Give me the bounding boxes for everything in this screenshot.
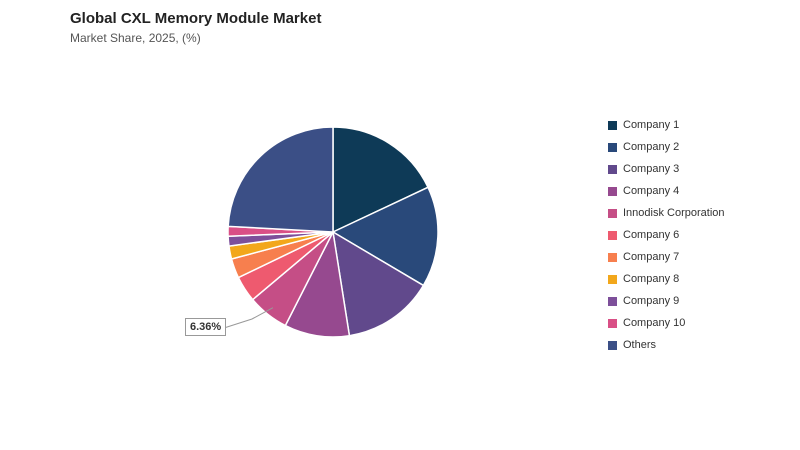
legend-item-3[interactable]: Company 4 (608, 180, 725, 202)
legend-item-0[interactable]: Company 1 (608, 114, 725, 136)
legend-item-4[interactable]: Innodisk Corporation (608, 202, 725, 224)
legend-label-1: Company 2 (623, 141, 680, 153)
legend-item-6[interactable]: Company 7 (608, 246, 725, 268)
data-label-leader-0 (223, 307, 274, 329)
legend-swatch-5 (608, 230, 617, 240)
legend-swatch-2 (608, 164, 617, 174)
data-label-innodisk: 6.36% (185, 318, 227, 336)
legend-label-8: Company 9 (623, 295, 680, 307)
legend-label-10: Others (623, 339, 657, 351)
legend-swatch-8 (608, 296, 617, 306)
legend-label-0: Company 1 (623, 119, 680, 131)
legend-item-8[interactable]: Company 9 (608, 290, 725, 312)
legend-item-10[interactable]: Others (608, 334, 725, 356)
pie-slice-0[interactable] (332, 126, 430, 234)
legend-swatch-10 (608, 340, 617, 350)
legend-swatch-7 (608, 274, 617, 284)
legend-swatch-9 (608, 318, 617, 328)
legend-item-1[interactable]: Company 2 (608, 136, 725, 158)
chart-title: Global CXL Memory Module Market (70, 10, 322, 27)
legend-swatch-0 (608, 120, 617, 130)
legend-label-2: Company 3 (623, 163, 680, 175)
legend-label-3: Company 4 (623, 185, 680, 197)
legend-item-7[interactable]: Company 8 (608, 268, 725, 290)
chart-subtitle: Market Share, 2025, (%) (70, 31, 201, 45)
legend-item-2[interactable]: Company 3 (608, 158, 725, 180)
pie-slice-10[interactable] (227, 126, 334, 233)
legend-label-6: Company 7 (623, 251, 680, 263)
legend-swatch-1 (608, 142, 617, 152)
legend-swatch-6 (608, 252, 617, 262)
legend-item-5[interactable]: Company 6 (608, 224, 725, 246)
legend-label-7: Company 8 (623, 273, 680, 285)
legend-label-9: Company 10 (623, 317, 686, 329)
legend-swatch-4 (608, 208, 617, 218)
legend-item-9[interactable]: Company 10 (608, 312, 725, 334)
pie-slice-2[interactable] (332, 230, 425, 337)
legend-label-4: Innodisk Corporation (623, 207, 725, 219)
legend: Company 1 Company 2 Company 3 Company 4 Inno… (608, 114, 725, 356)
legend-label-5: Company 6 (623, 229, 680, 241)
legend-swatch-3 (608, 186, 617, 196)
pie-slice-1[interactable] (331, 186, 439, 287)
